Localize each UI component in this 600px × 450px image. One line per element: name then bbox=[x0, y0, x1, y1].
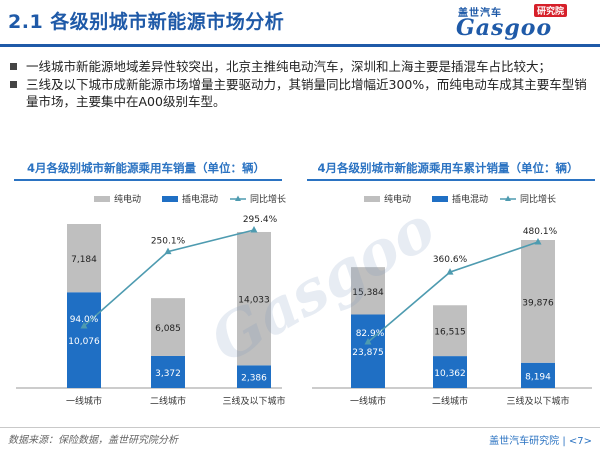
growth-point bbox=[446, 268, 454, 275]
data-label-phev: 10,362 bbox=[434, 369, 466, 379]
data-label-bev: 6,085 bbox=[155, 324, 181, 334]
bar-bev bbox=[351, 267, 385, 315]
data-label-phev: 3,372 bbox=[155, 369, 181, 379]
data-label-bev: 15,384 bbox=[352, 288, 384, 298]
page-title: 2.1 各级别城市新能源市场分析 bbox=[8, 11, 285, 33]
data-label-phev: 2,386 bbox=[241, 374, 267, 384]
x-tick-label: 三线及以下城市 bbox=[222, 395, 285, 407]
bullet-square-icon bbox=[10, 81, 17, 88]
bar-bev bbox=[521, 240, 555, 363]
legend-swatch-phev bbox=[162, 196, 178, 202]
legend-swatch-phev bbox=[432, 196, 448, 202]
legend-label-growth: 同比增长 bbox=[250, 193, 286, 205]
bar-phev bbox=[433, 356, 467, 388]
footer-divider bbox=[0, 427, 600, 428]
x-tick-label: 三线及以下城市 bbox=[506, 395, 569, 407]
bullet-item: 一线城市新能源地域差异性较突出，北京主推纯电动汽车，深圳和上海主要是插混车占比较… bbox=[10, 58, 595, 75]
growth-data-label: 480.1% bbox=[523, 227, 558, 237]
growth-data-label: 295.4% bbox=[243, 215, 278, 225]
bullet-square-icon bbox=[10, 63, 17, 70]
data-label-bev: 14,033 bbox=[238, 296, 270, 306]
bar-phev bbox=[67, 292, 101, 388]
bar-bev bbox=[433, 305, 467, 357]
x-tick-label: 二线城市 bbox=[432, 395, 468, 407]
chart-title-monthly: 4月各级别城市新能源乘用车销量（单位：辆） bbox=[27, 161, 265, 175]
data-label-bev: 16,515 bbox=[434, 328, 466, 338]
bar-phev bbox=[151, 355, 185, 388]
growth-point bbox=[80, 322, 88, 329]
x-tick-label: 二线城市 bbox=[150, 395, 186, 407]
logo-cn-text: 盖世汽车 bbox=[458, 8, 502, 19]
logo-en-text: Gasgoo bbox=[456, 15, 553, 41]
bar-bev bbox=[151, 298, 185, 356]
legend-marker-growth bbox=[505, 195, 511, 201]
data-label-phev: 10,076 bbox=[68, 337, 100, 347]
chart-title-cumulative: 4月各级别城市新能源乘用车累计销量（单位：辆） bbox=[317, 161, 579, 175]
growth-data-label: 360.6% bbox=[433, 255, 468, 265]
bar-bev bbox=[67, 224, 101, 293]
growth-data-label: 94.0% bbox=[70, 315, 99, 325]
legend-label-bev: 纯电动 bbox=[384, 193, 411, 205]
bar-phev bbox=[521, 362, 555, 388]
chart-title-underline bbox=[307, 179, 595, 181]
legend-swatch-bev bbox=[364, 196, 380, 202]
gasgoo-logo: 盖世汽车 研究院 Gasgoo bbox=[450, 4, 592, 42]
legend-label-phev: 插电混动 bbox=[182, 193, 218, 205]
bar-bev bbox=[237, 231, 271, 366]
bar-phev bbox=[237, 365, 271, 388]
legend-marker-growth bbox=[235, 195, 241, 201]
logo-research-badge: 研究院 bbox=[534, 4, 568, 17]
legend-label-phev: 插电混动 bbox=[452, 193, 488, 205]
growth-point bbox=[364, 338, 372, 345]
bullet-item: 三线及以下城市成新能源市场增量主要驱动力，其销量同比增幅近300%，而纯电动车成… bbox=[10, 76, 595, 110]
chart-monthly-sales: 纯电动 插电混动 同比增长 10,076 7,184 一线城市 3,372 6,085 二线城市… bbox=[16, 193, 286, 407]
bullet-text: 三线及以下城市成新能源市场增量主要驱动力，其销量同比增幅近300%，而纯电动车成… bbox=[26, 77, 587, 109]
legend-label-bev: 纯电动 bbox=[114, 193, 141, 205]
footer-page-number: 盖世汽车研究院 | <7> bbox=[489, 436, 592, 447]
data-label-bev: 7,184 bbox=[71, 255, 97, 265]
growth-point bbox=[534, 238, 542, 245]
x-tick-label: 一线城市 bbox=[66, 395, 102, 407]
title-divider bbox=[0, 44, 600, 47]
footer-source: 数据来源：保险数据，盖世研究院分析 bbox=[8, 435, 178, 446]
data-label-phev: 23,875 bbox=[352, 348, 384, 358]
data-label-bev: 39,876 bbox=[522, 298, 554, 308]
chart-cumulative-sales: 纯电动 插电混动 同比增长 23,875 15,384 一线城市 10,362 16,515 二… bbox=[312, 193, 592, 407]
legend-swatch-bev bbox=[94, 196, 110, 202]
bullet-text: 一线城市新能源地域差异性较突出，北京主推纯电动汽车，深圳和上海主要是插混车占比较… bbox=[26, 59, 552, 74]
x-tick-label: 一线城市 bbox=[350, 395, 386, 407]
data-label-phev: 8,194 bbox=[525, 372, 551, 382]
growth-data-label: 250.1% bbox=[151, 237, 186, 247]
growth-point bbox=[164, 247, 172, 255]
growth-data-label: 82.9% bbox=[356, 329, 385, 339]
growth-point bbox=[250, 226, 258, 233]
legend-label-growth: 同比增长 bbox=[520, 193, 556, 205]
bar-phev bbox=[351, 314, 385, 388]
chart-title-underline bbox=[14, 179, 282, 181]
